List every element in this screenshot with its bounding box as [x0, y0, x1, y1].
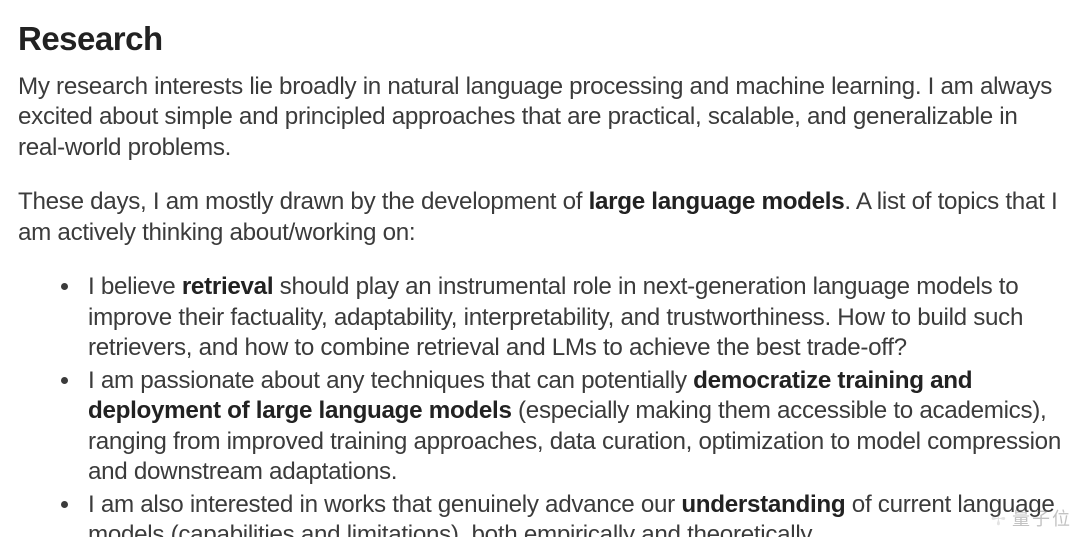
focus-prefix: These days, I am mostly drawn by the dev…: [18, 188, 589, 215]
list-item: I am also interested in works that genui…: [82, 490, 1062, 537]
bullet-text: I am also interested in works that genui…: [88, 491, 681, 518]
intro-text: My research interests lie broadly in nat…: [18, 73, 1052, 161]
focus-bold: large language models: [589, 188, 845, 215]
bullet-bold: understanding: [681, 491, 845, 518]
bullet-text: I am passionate about any techniques tha…: [88, 367, 693, 394]
intro-paragraph: My research interests lie broadly in nat…: [18, 72, 1062, 163]
list-item: I am passionate about any techniques tha…: [82, 366, 1062, 488]
bullet-bold: retrieval: [182, 273, 273, 300]
bullet-text: I believe: [88, 273, 182, 300]
section-heading: Research: [18, 20, 1062, 58]
focus-paragraph: These days, I am mostly drawn by the dev…: [18, 187, 1062, 248]
topics-list: I believe retrieval should play an instr…: [18, 272, 1062, 537]
list-item: I believe retrieval should play an instr…: [82, 272, 1062, 363]
